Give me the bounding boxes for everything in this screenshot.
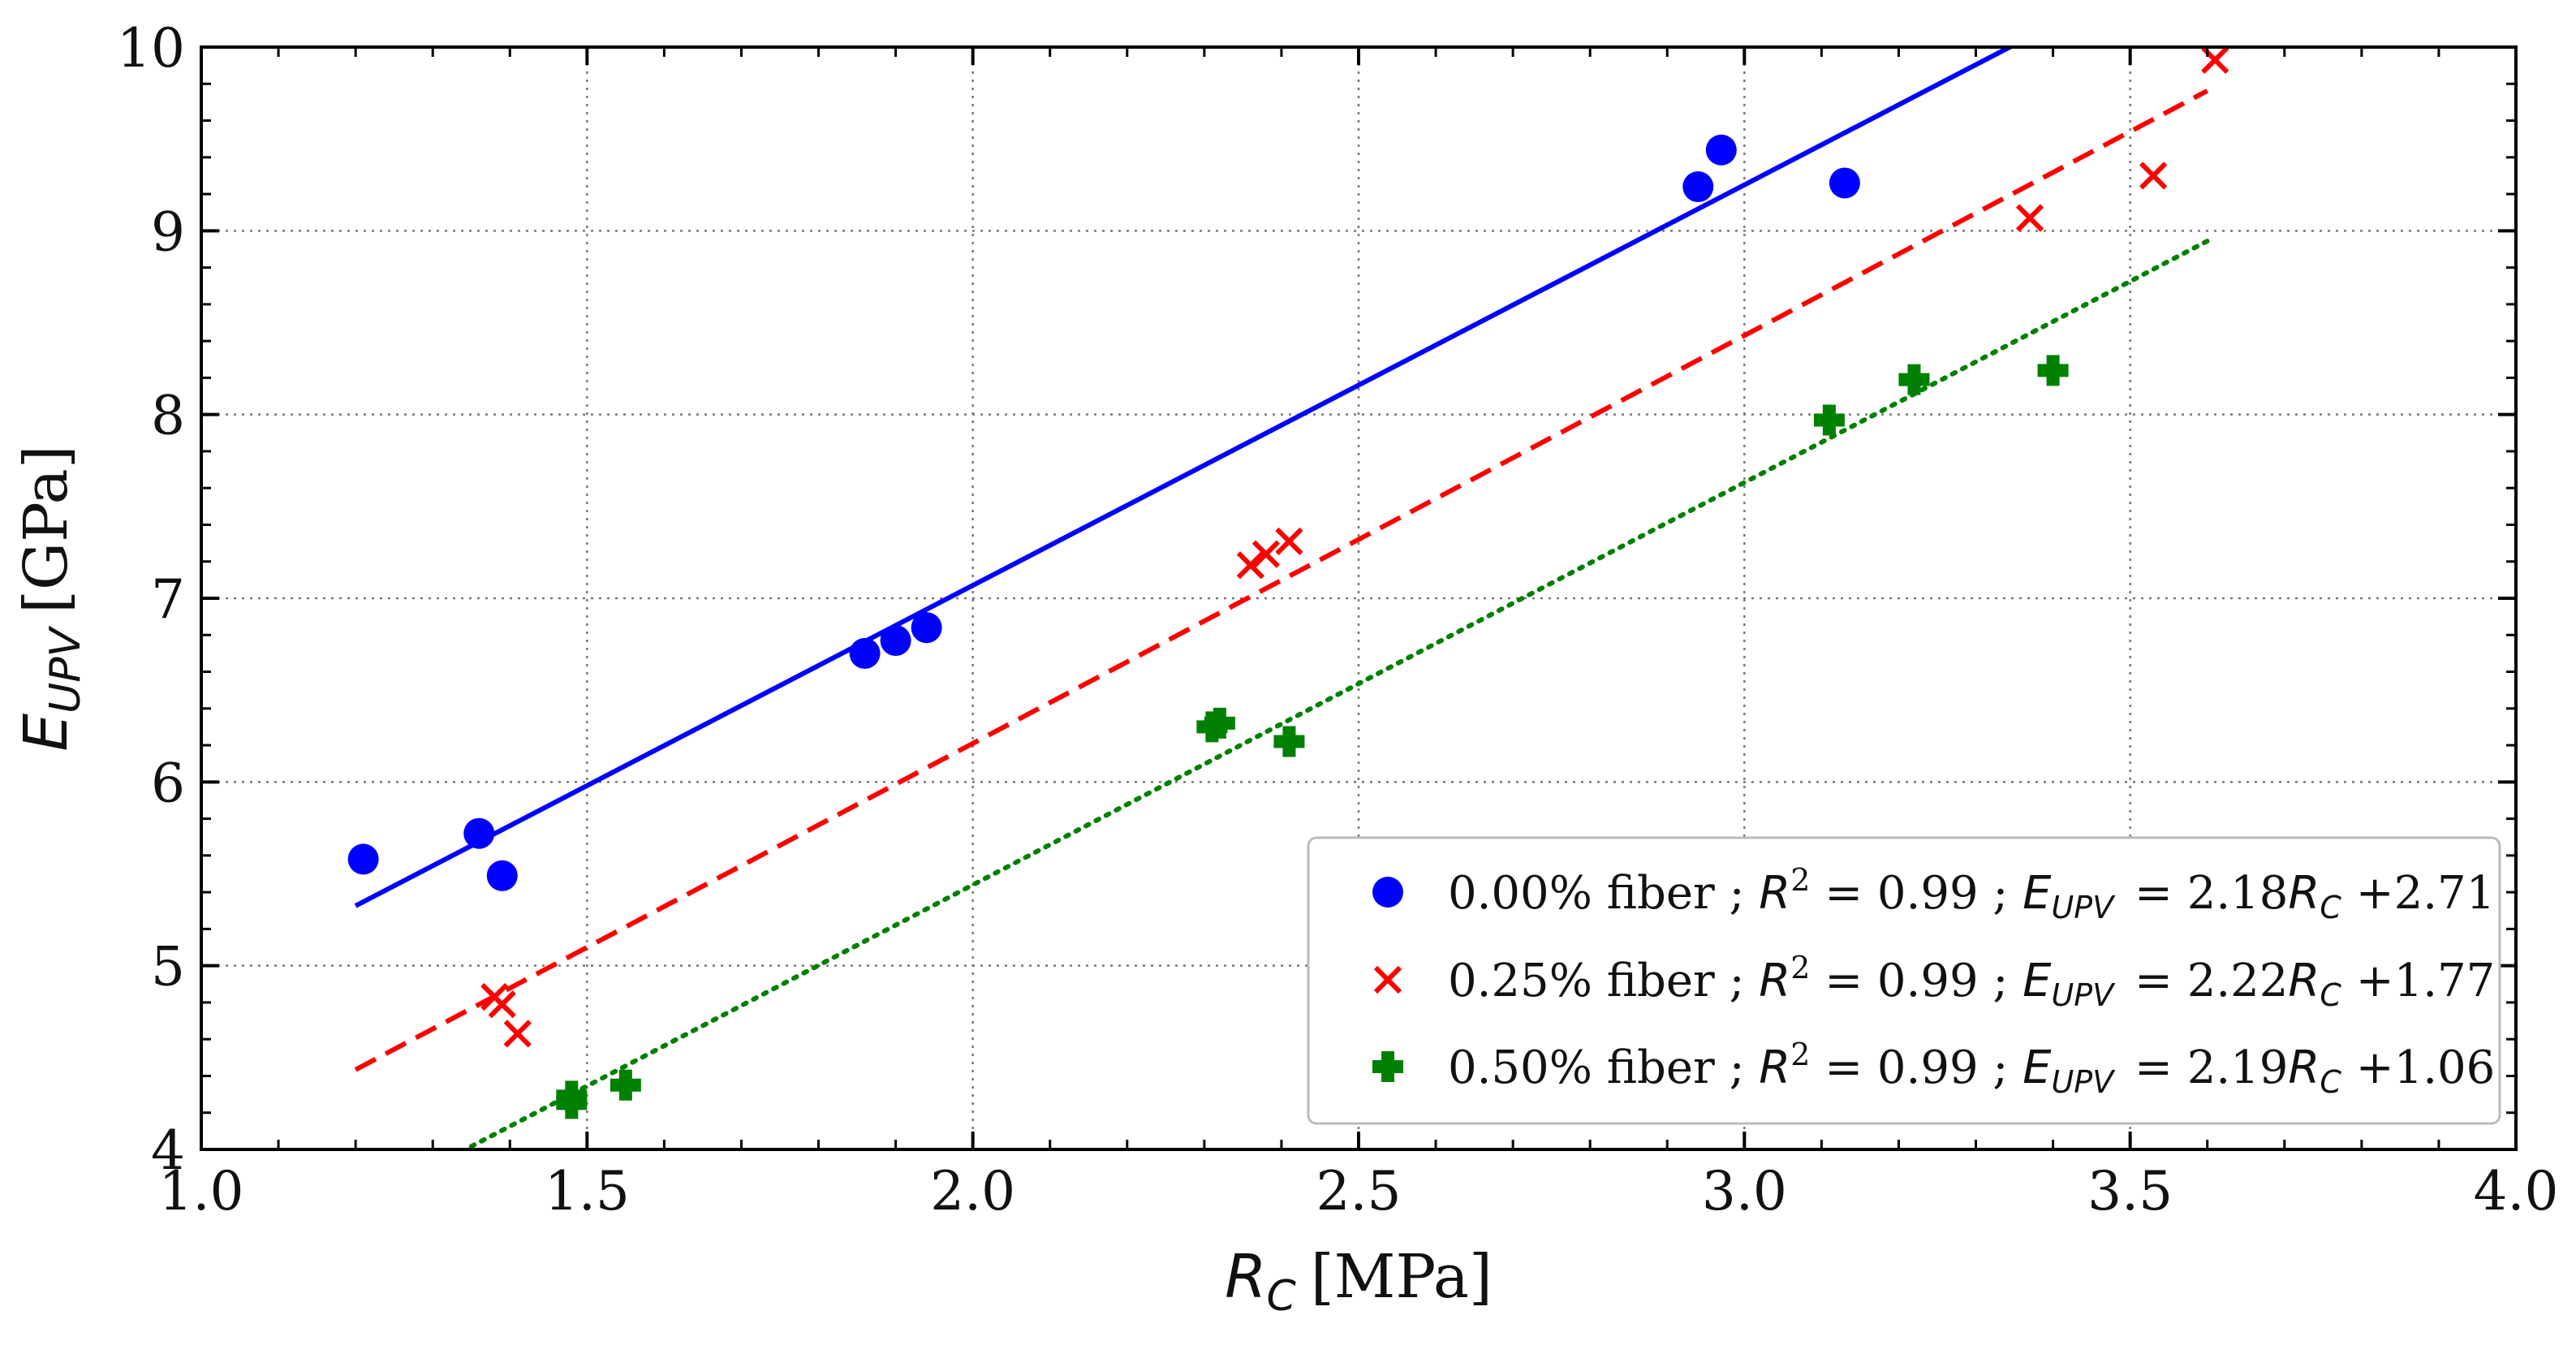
x-tick-label: 1.5 <box>545 1160 630 1222</box>
data-point-series-0 <box>1829 167 1860 199</box>
y-tick-label: 8 <box>151 385 185 447</box>
fit-lines <box>354 47 2210 1149</box>
y-tick-label: 9 <box>151 201 185 263</box>
x-axis-symbol: R <box>1225 1242 1266 1312</box>
data-point-series-0 <box>1682 171 1714 203</box>
legend-box <box>1307 836 2501 1125</box>
data-point-series-0 <box>463 817 495 849</box>
data-point-series-2 <box>556 1088 588 1119</box>
x-tick-label: 4.0 <box>2474 1160 2559 1222</box>
legend: 0.00% fiber ; R2 = 0.99 ; EUPV = 2.18RC … <box>1307 836 2501 1125</box>
y-tick-label: 4 <box>151 1119 185 1182</box>
data-point-series-2 <box>1813 404 1845 436</box>
y-tick-label: 10 <box>117 17 185 80</box>
data-point-series-2 <box>1204 707 1235 739</box>
axis-ticks <box>200 45 2518 1151</box>
x-tick-label: 3.5 <box>2087 1160 2173 1222</box>
data-point-series-2 <box>610 1069 641 1101</box>
x-axis-label: RC [MPa] <box>1225 1242 1493 1321</box>
x-tick-label: 2.0 <box>930 1160 1015 1222</box>
data-point-series-0 <box>486 860 518 891</box>
y-tick-label: 7 <box>151 568 185 631</box>
x-tick-label: 2.5 <box>1316 1160 1402 1222</box>
data-point-series-0 <box>347 843 379 875</box>
x-axis-unit: [MPa] <box>1311 1242 1493 1312</box>
x-axis-subscript: C <box>1267 1272 1297 1321</box>
fit-line-dashed <box>354 88 2209 1072</box>
data-point-series-2 <box>1898 364 1930 395</box>
data-point-series-2 <box>2037 355 2069 386</box>
legend-marker-0 <box>1372 877 1403 908</box>
data-point-series-1 <box>1251 540 1281 568</box>
data-point-series-1 <box>503 1020 532 1048</box>
fit-line-solid <box>354 47 2015 908</box>
y-axis-unit: [GPa] <box>11 445 81 613</box>
y-axis-subscript: UPV <box>41 625 90 713</box>
legend-markers <box>1372 877 1403 1082</box>
data-point-series-0 <box>1705 134 1737 166</box>
x-tick-label: 1.0 <box>159 1160 244 1222</box>
data-point-series-1 <box>2139 162 2168 190</box>
x-tick-label: 3.0 <box>1702 1160 1787 1222</box>
data-point-series-1 <box>1275 527 1303 555</box>
legend-entry-1: 0.25% fiber ; R2 = 0.99 ; EUPV = 2.22RC … <box>1448 950 2495 1013</box>
y-axis-label: EUPV [GPa] <box>11 445 90 751</box>
legend-entry-2: 0.50% fiber ; R2 = 0.99 ; EUPV = 2.19RC … <box>1448 1037 2495 1100</box>
data-point-series-0 <box>911 612 942 644</box>
data-points <box>347 45 2229 1119</box>
data-point-series-0 <box>880 625 911 657</box>
data-point-series-0 <box>849 637 881 669</box>
data-point-series-1 <box>488 990 516 1019</box>
legend-marker-2 <box>1372 1051 1403 1082</box>
data-point-series-2 <box>1273 726 1305 757</box>
data-point-series-1 <box>2015 204 2044 232</box>
tick-labels: 1.0 1.5 2.0 2.5 3.0 3.5 4.0 4 5 6 7 8 9 10 <box>117 17 2558 1222</box>
legend-marker-1 <box>1373 965 1402 994</box>
legend-entry-0: 0.00% fiber ; R2 = 0.99 ; EUPV = 2.18RC … <box>1448 862 2495 925</box>
y-tick-label: 5 <box>151 936 185 998</box>
y-axis-symbol: E <box>11 714 81 752</box>
y-tick-label: 6 <box>151 752 185 814</box>
fit-line-dotted <box>468 239 2210 1149</box>
data-point-series-1 <box>1236 551 1265 580</box>
